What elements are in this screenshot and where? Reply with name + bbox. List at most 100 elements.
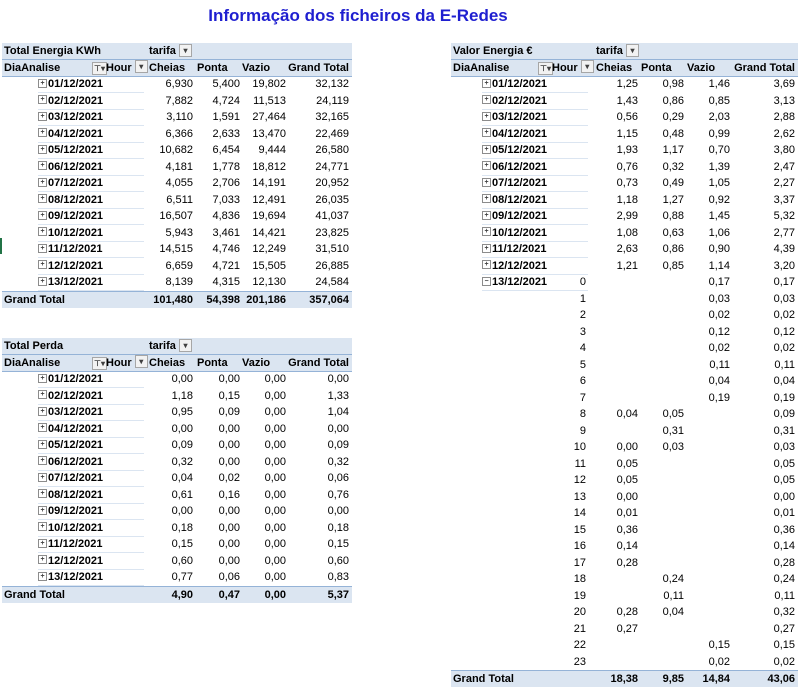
expand-icon[interactable]: + [38, 505, 47, 515]
date-cell[interactable]: +02/12/2021 [38, 388, 144, 405]
date-cell[interactable]: +07/12/2021 [482, 175, 588, 192]
column-field-button[interactable]: tarifa ▾ [149, 338, 209, 354]
expand-icon[interactable]: + [482, 194, 491, 204]
column-field-button[interactable]: tarifa ▾ [149, 43, 209, 59]
date-cell[interactable]: +05/12/2021 [38, 142, 144, 159]
expand-icon[interactable]: + [38, 128, 47, 138]
dropdown-arrow-icon[interactable]: ▾ [134, 355, 148, 369]
expand-icon[interactable]: + [482, 78, 491, 88]
expand-icon[interactable]: + [38, 439, 47, 449]
expand-icon[interactable]: + [38, 522, 47, 532]
expand-icon[interactable]: + [38, 571, 47, 581]
expand-icon[interactable]: + [38, 194, 47, 204]
date-cell[interactable]: +05/12/2021 [38, 437, 144, 454]
hour-field-button[interactable]: Hour ▾ [106, 60, 150, 76]
expand-icon[interactable]: + [482, 144, 491, 154]
date-cell[interactable]: +01/12/2021 [38, 76, 144, 93]
collapse-icon[interactable]: − [482, 276, 491, 286]
expand-icon[interactable]: + [38, 210, 47, 220]
date-cell[interactable]: +03/12/2021 [482, 109, 588, 126]
date-cell[interactable]: +07/12/2021 [38, 470, 144, 487]
date-cell[interactable]: +06/12/2021 [38, 159, 144, 176]
date-cell[interactable]: +06/12/2021 [38, 454, 144, 471]
expand-icon[interactable]: + [482, 111, 491, 121]
expand-icon[interactable]: + [38, 111, 47, 121]
row-field-button[interactable]: DiaAnalise ⊤▾ [453, 60, 561, 76]
date-cell[interactable]: +10/12/2021 [38, 520, 144, 537]
date-cell[interactable]: +04/12/2021 [482, 126, 588, 143]
date-cell[interactable]: +06/12/2021 [482, 159, 588, 176]
date-cell[interactable]: +05/12/2021 [482, 142, 588, 159]
expand-icon[interactable]: + [482, 177, 491, 187]
date-cell[interactable]: +07/12/2021 [38, 175, 144, 192]
dropdown-arrow-icon[interactable]: ▾ [178, 338, 192, 352]
expand-icon[interactable]: + [38, 373, 47, 383]
date-cell[interactable]: +11/12/2021 [38, 536, 144, 553]
date-cell[interactable]: +08/12/2021 [38, 192, 144, 209]
date-cell[interactable]: +09/12/2021 [38, 503, 144, 520]
expand-icon[interactable]: + [482, 128, 491, 138]
date-cell[interactable]: +04/12/2021 [38, 421, 144, 438]
pivot-valor-energia[interactable]: Valor Energia € tarifa ▾ DiaAnalise ⊤▾ Hour … [451, 43, 798, 687]
date-row: +09/12/2021 2,99 0,88 1,45 5,32 [451, 208, 798, 225]
date-cell[interactable]: +11/12/2021 [482, 241, 588, 258]
dropdown-arrow-icon[interactable]: ▾ [625, 43, 639, 57]
date-cell[interactable]: +12/12/2021 [482, 258, 588, 275]
pivot-energia-kwh[interactable]: Total Energia KWh tarifa ▾ DiaAnalise ⊤▾ Hou… [2, 43, 352, 308]
date-cell[interactable]: +12/12/2021 [38, 258, 144, 275]
expand-icon[interactable]: + [38, 489, 47, 499]
date-cell[interactable]: +09/12/2021 [38, 208, 144, 225]
column-field-button[interactable]: tarifa ▾ [596, 43, 656, 59]
expand-icon[interactable]: + [482, 95, 491, 105]
expand-icon[interactable]: + [38, 423, 47, 433]
filter-dropdown-icon[interactable]: ⊤▾ [92, 356, 107, 370]
date-cell[interactable]: +03/12/2021 [38, 109, 144, 126]
expand-icon[interactable]: + [38, 161, 47, 171]
date-cell[interactable]: +10/12/2021 [38, 225, 144, 242]
date-cell[interactable]: +13/12/2021 [38, 569, 144, 586]
row-field-button[interactable]: DiaAnalise ⊤▾ [4, 355, 112, 371]
expand-icon[interactable]: + [38, 406, 47, 416]
expand-icon[interactable]: + [482, 227, 491, 237]
dropdown-arrow-icon[interactable]: ▾ [580, 60, 594, 74]
expand-icon[interactable]: + [38, 555, 47, 565]
expand-icon[interactable]: + [38, 78, 47, 88]
expand-icon[interactable]: + [482, 243, 491, 253]
expand-icon[interactable]: + [38, 144, 47, 154]
date-cell[interactable]: +02/12/2021 [38, 93, 144, 110]
expand-icon[interactable]: + [38, 276, 47, 286]
expand-icon[interactable]: + [38, 243, 47, 253]
expand-icon[interactable]: + [38, 260, 47, 270]
expand-icon[interactable]: + [38, 472, 47, 482]
date-cell[interactable]: +10/12/2021 [482, 225, 588, 242]
expand-icon[interactable]: + [38, 456, 47, 466]
hour-field-button[interactable]: Hour ▾ [106, 355, 150, 371]
date-cell[interactable]: +04/12/2021 [38, 126, 144, 143]
expand-icon[interactable]: + [38, 227, 47, 237]
expand-icon[interactable]: + [38, 390, 47, 400]
date-cell[interactable]: +12/12/2021 [38, 553, 144, 570]
expand-icon[interactable]: + [38, 538, 47, 548]
filter-dropdown-icon[interactable]: ⊤▾ [538, 61, 553, 75]
date-cell[interactable]: +09/12/2021 [482, 208, 588, 225]
dropdown-arrow-icon[interactable]: ▾ [134, 60, 148, 74]
filter-dropdown-icon[interactable]: ⊤▾ [92, 61, 107, 75]
pivot-perda[interactable]: Total Perda tarifa ▾ DiaAnalise ⊤▾ Hour ▾ Che… [2, 338, 352, 603]
date-cell[interactable]: +01/12/2021 [482, 76, 588, 93]
hour-field-button[interactable]: Hour ▾ [552, 60, 596, 76]
expand-icon[interactable]: + [38, 177, 47, 187]
expand-icon[interactable]: + [38, 95, 47, 105]
expand-icon[interactable]: + [482, 161, 491, 171]
date-cell[interactable]: +13/12/2021 [38, 274, 144, 291]
date-cell[interactable]: +08/12/2021 [38, 487, 144, 504]
date-cell[interactable]: +08/12/2021 [482, 192, 588, 209]
expand-icon[interactable]: + [482, 210, 491, 220]
date-cell[interactable]: +03/12/2021 [38, 404, 144, 421]
date-cell[interactable]: −13/12/2021 [482, 274, 588, 291]
expand-icon[interactable]: + [482, 260, 491, 270]
date-cell[interactable]: +01/12/2021 [38, 371, 144, 388]
date-cell[interactable]: +11/12/2021 [38, 241, 144, 258]
row-field-button[interactable]: DiaAnalise ⊤▾ [4, 60, 112, 76]
date-cell[interactable]: +02/12/2021 [482, 93, 588, 110]
dropdown-arrow-icon[interactable]: ▾ [178, 43, 192, 57]
